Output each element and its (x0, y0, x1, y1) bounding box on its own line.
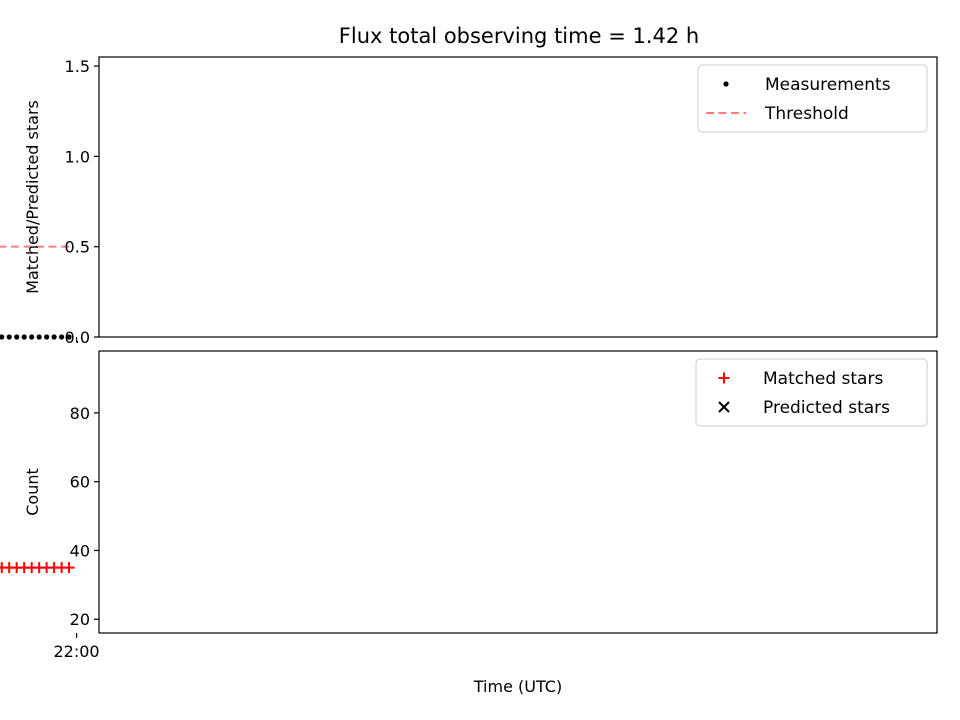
data-point (66, 334, 72, 340)
y-tick-label: 0.5 (65, 238, 90, 257)
y-tick-label: 1.0 (65, 147, 90, 166)
axes-frame (98, 350, 938, 634)
data-point (21, 334, 27, 340)
legend-box (695, 358, 928, 427)
y-tick-label: 20 (70, 610, 90, 629)
legend-marker (718, 372, 730, 384)
y-tick-label: 1.5 (65, 57, 90, 76)
data-point (58, 334, 65, 340)
y-tick-label: 0.0 (65, 328, 90, 347)
data-point (0, 334, 5, 340)
axes-frame (98, 56, 938, 338)
legend-label: Matched stars (763, 369, 883, 389)
legend-marker (723, 81, 729, 87)
legend-label: Threshold (764, 104, 849, 124)
legend-label: Predicted stars (763, 398, 890, 418)
legend-label: Measurements (765, 75, 891, 95)
y-axis-label: Count (23, 468, 42, 516)
data-point (44, 334, 50, 340)
legend-box (697, 64, 928, 133)
chart-title: Flux total observing time = 1.42 h (339, 24, 699, 48)
data-point (36, 334, 42, 340)
y-tick-label: 80 (70, 404, 90, 423)
y-tick-label: 60 (70, 473, 90, 492)
data-point (0, 562, 8, 574)
x-axis-label: Time (UTC) (473, 677, 562, 696)
y-axis-label: Matched/Predicted stars (23, 100, 42, 294)
x-tick-label: 22:00 (53, 642, 99, 661)
y-tick-label: 40 (70, 541, 90, 560)
data-point (29, 334, 35, 340)
data-point (6, 334, 12, 340)
legend-marker (718, 401, 730, 413)
top-panel: 0.0 0.5 1.0 1.5 Matched/Predicted stars Measu… (0, 56, 938, 347)
bottom-panel: 2040608022:0000:0002:0004:0006:0008:0010… (0, 350, 938, 696)
data-point (14, 334, 20, 340)
data-point (51, 334, 57, 340)
